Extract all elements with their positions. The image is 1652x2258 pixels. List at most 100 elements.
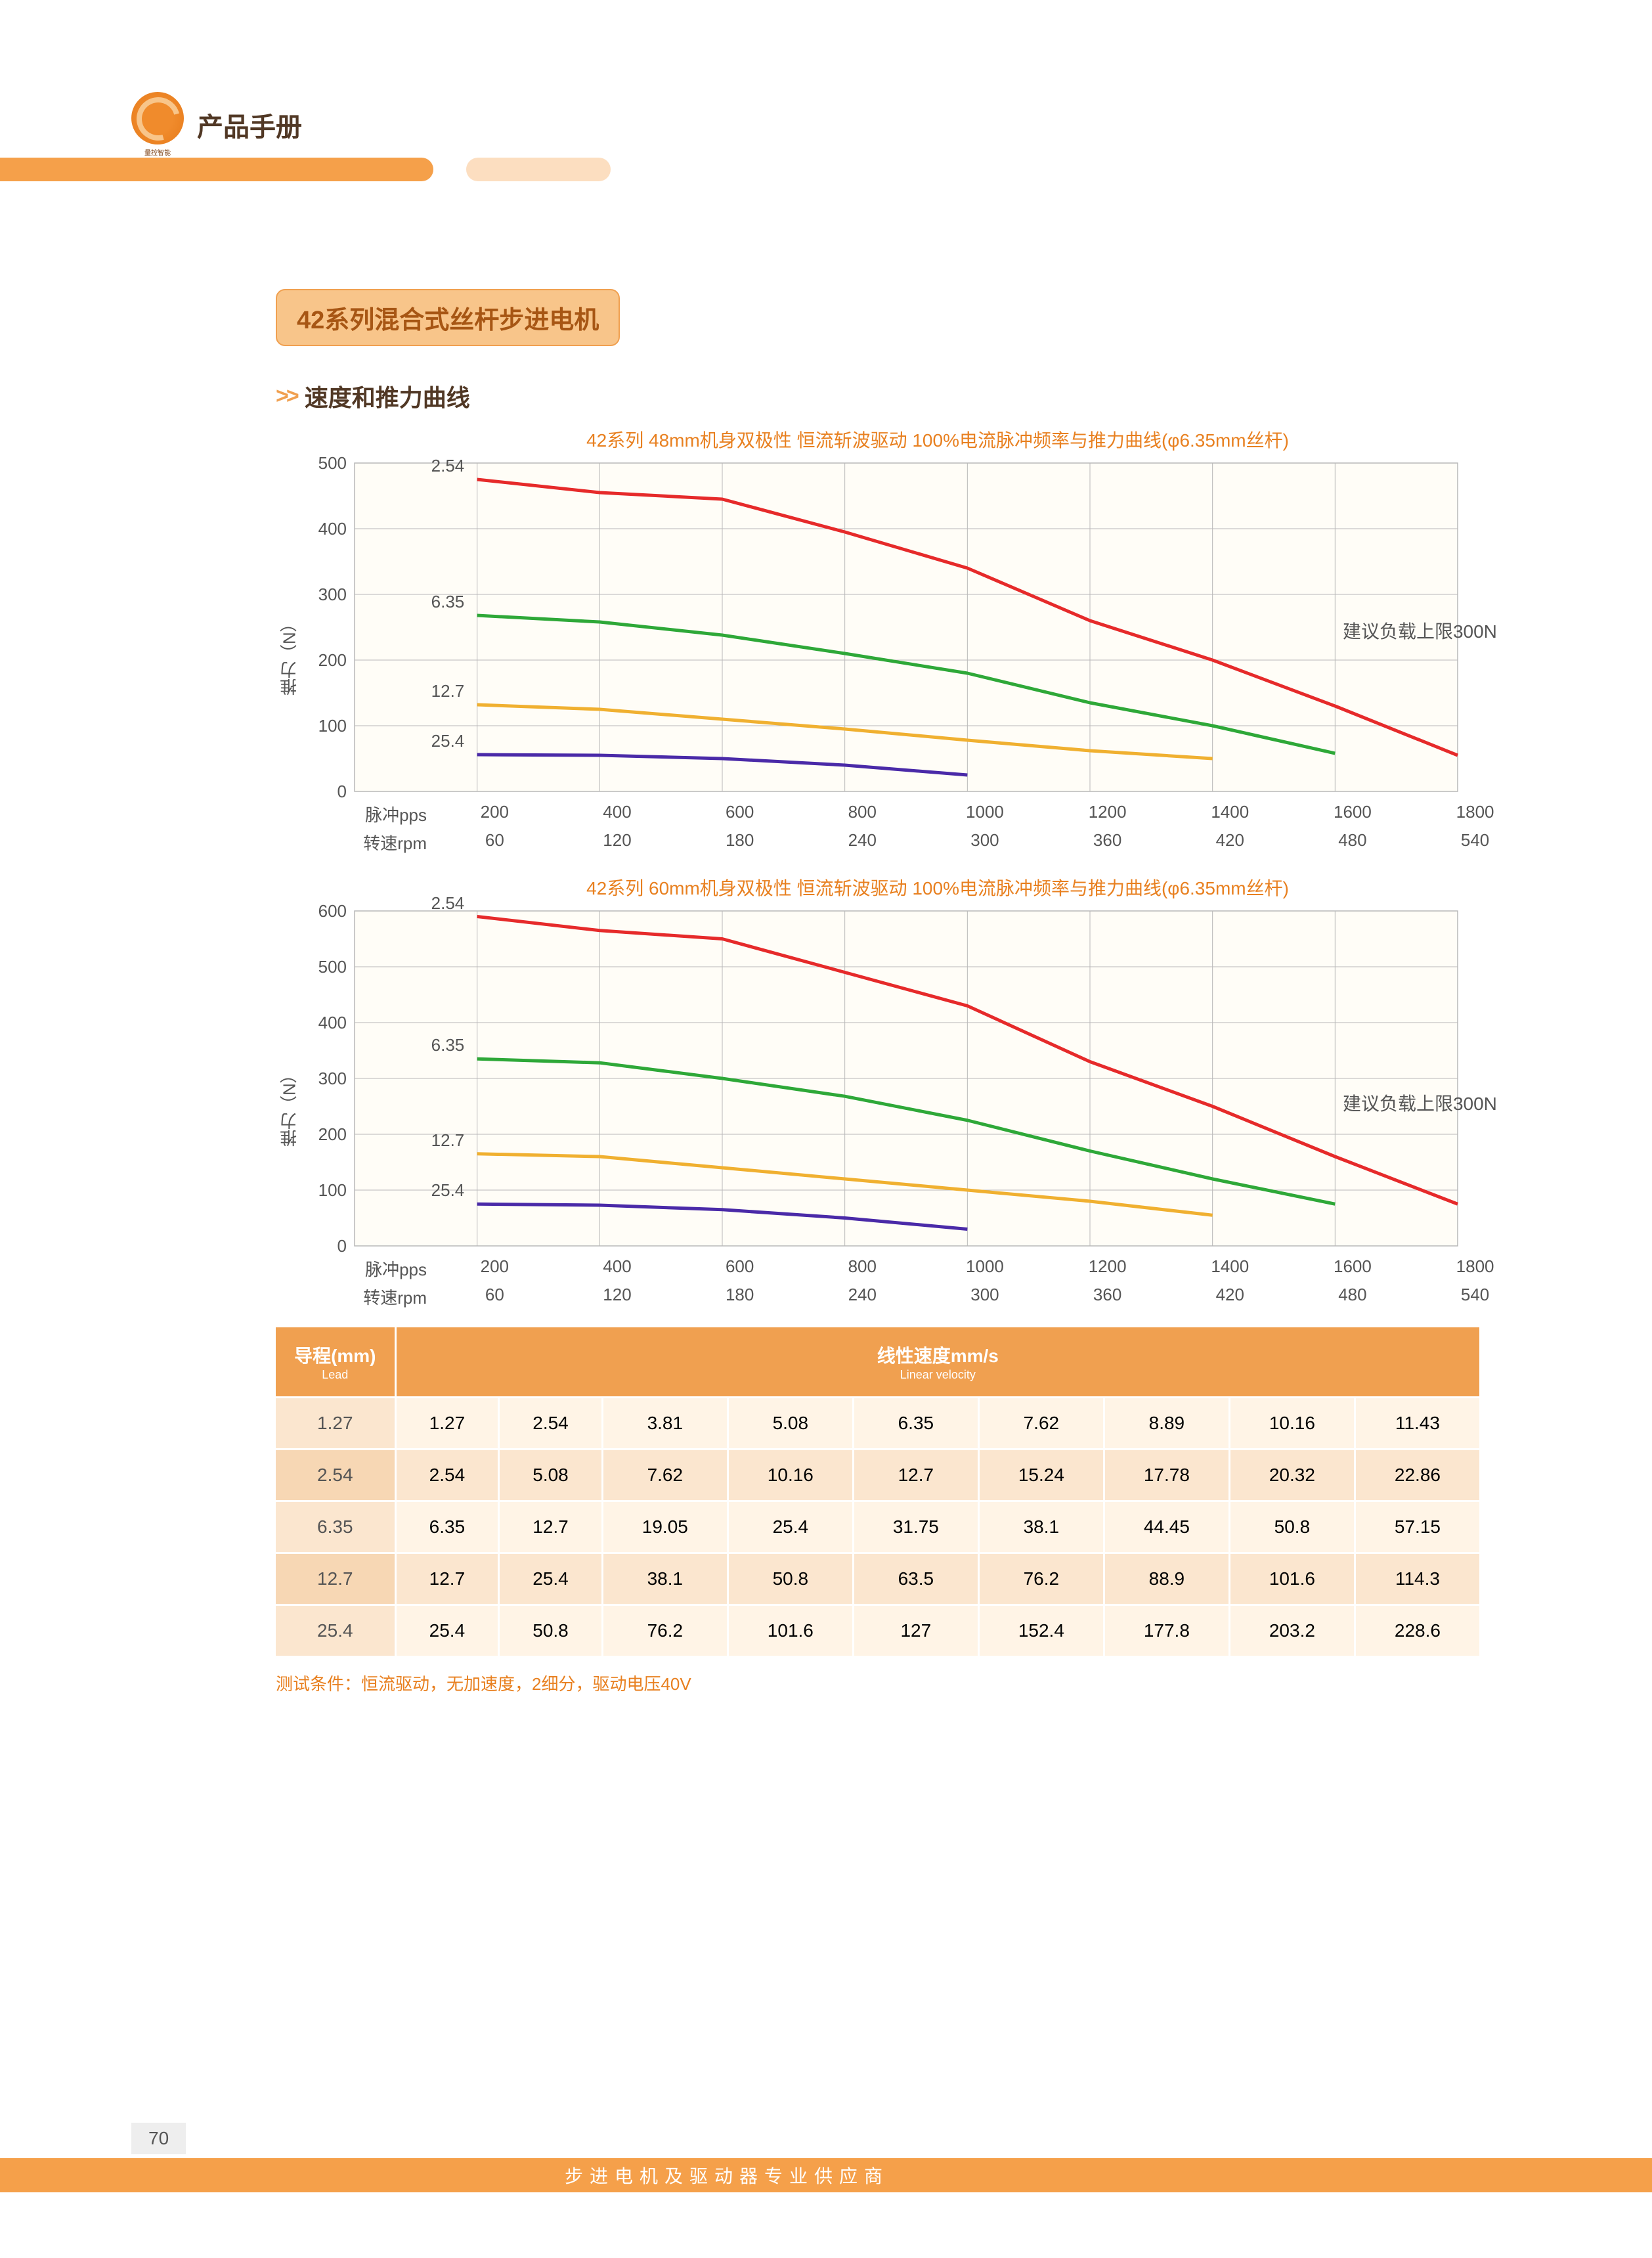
velocity-cell: 38.1 xyxy=(603,1554,729,1606)
velocity-cell: 17.78 xyxy=(1105,1450,1230,1502)
x-label-rpm: 转速rpm xyxy=(336,1285,433,1309)
velocity-cell: 19.05 xyxy=(603,1502,729,1554)
chart2-wrap: 推力（N） 0100200300400500600 建议负载上限300N 2.5… xyxy=(276,904,1481,1309)
velocity-header: 线性速度mm/s Linear velocity xyxy=(397,1327,1481,1398)
x-tick: 800 xyxy=(801,802,924,826)
x-tick: 420 xyxy=(1169,1285,1292,1309)
x-tick: 1200 xyxy=(1046,1256,1169,1281)
header-bar-primary xyxy=(0,158,433,181)
velocity-cell: 6.35 xyxy=(854,1398,980,1450)
x-tick: 1800 xyxy=(1414,802,1536,826)
table-row: 6.356.3512.719.0525.431.7538.144.4550.85… xyxy=(276,1502,1481,1554)
velocity-cell: 50.8 xyxy=(1230,1502,1356,1554)
velocity-cell: 5.08 xyxy=(500,1450,603,1502)
lead-header-sub: Lead xyxy=(281,1368,389,1382)
logo-icon xyxy=(131,92,184,144)
table-row: 25.425.450.876.2101.6127152.4177.8203.22… xyxy=(276,1606,1481,1658)
velocity-cell: 2.54 xyxy=(500,1398,603,1450)
chart2-xrow-rpm: 转速rpm60120180240300360420480540 xyxy=(336,1285,1536,1309)
svg-text:300: 300 xyxy=(318,585,347,604)
x-tick: 180 xyxy=(678,1285,801,1309)
velocity-cell: 63.5 xyxy=(854,1554,980,1606)
x-tick: 1600 xyxy=(1292,1256,1414,1281)
chart2-x-axis2: 转速rpm60120180240300360420480540 xyxy=(302,1281,1536,1309)
velocity-cell: 50.8 xyxy=(500,1606,603,1658)
x-tick: 300 xyxy=(924,830,1047,854)
lead-cell: 2.54 xyxy=(276,1450,397,1502)
velocity-cell: 7.62 xyxy=(603,1450,729,1502)
velocity-cell: 114.3 xyxy=(1356,1554,1481,1606)
x-tick: 200 xyxy=(433,802,556,826)
velocity-cell: 127 xyxy=(854,1606,980,1658)
x-label-rpm: 转速rpm xyxy=(336,830,433,854)
content-area: 42系列混合式丝杆步进电机 >> 速度和推力曲线 42系列 48mm机身双极性 … xyxy=(0,184,1652,1695)
chart1-x-axis: 脉冲pps20040060080010001200140016001800 xyxy=(302,798,1536,826)
lead-cell: 1.27 xyxy=(276,1398,397,1450)
chart1-area: 0100200300400500 建议负载上限300N 2.546.3512.7… xyxy=(302,456,1536,854)
velocity-cell: 7.62 xyxy=(980,1398,1105,1450)
velocity-cell: 88.9 xyxy=(1105,1554,1230,1606)
chevron-icon: >> xyxy=(276,384,297,409)
chart2-area: 0100200300400500600 建议负载上限300N 2.546.351… xyxy=(302,904,1536,1309)
x-tick: 400 xyxy=(556,802,679,826)
logo: 量控智能 xyxy=(131,92,184,157)
svg-text:400: 400 xyxy=(318,519,347,539)
velocity-cell: 203.2 xyxy=(1230,1606,1356,1658)
lead-cell: 25.4 xyxy=(276,1606,397,1658)
velocity-header-text: 线性速度mm/s xyxy=(877,1346,999,1366)
velocity-cell: 101.6 xyxy=(729,1606,854,1658)
x-label-pps: 脉冲pps xyxy=(336,802,433,826)
chart2-svg: 0100200300400500600 xyxy=(302,904,1471,1252)
x-tick: 1800 xyxy=(1414,1256,1536,1281)
section-tag-title: 42系列混合式丝杆步进电机 xyxy=(276,289,620,346)
chart1-svg-holder: 0100200300400500 建议负载上限300N 2.546.3512.7… xyxy=(302,456,1536,798)
velocity-table-wrap: 导程(mm) Lead 线性速度mm/s Linear velocity 1.2… xyxy=(276,1327,1481,1658)
logo-block: 量控智能 产品手册 xyxy=(131,92,302,157)
logo-subtext: 量控智能 xyxy=(131,147,184,157)
velocity-cell: 25.4 xyxy=(397,1606,500,1658)
chart1-xrow-rpm: 转速rpm60120180240300360420480540 xyxy=(336,830,1536,854)
x-tick: 480 xyxy=(1292,830,1414,854)
x-label-pps: 脉冲pps xyxy=(336,1256,433,1281)
velocity-cell: 22.86 xyxy=(1356,1450,1481,1502)
x-tick: 800 xyxy=(801,1256,924,1281)
svg-text:300: 300 xyxy=(318,1069,347,1088)
svg-text:200: 200 xyxy=(318,1124,347,1144)
velocity-cell: 1.27 xyxy=(397,1398,500,1450)
table-row: 1.271.272.543.815.086.357.628.8910.1611.… xyxy=(276,1398,1481,1450)
chart2-load-note: 建议负载上限300N xyxy=(1343,1090,1497,1116)
x-tick: 240 xyxy=(801,830,924,854)
x-tick: 400 xyxy=(556,1256,679,1281)
velocity-cell: 11.43 xyxy=(1356,1398,1481,1450)
x-tick: 60 xyxy=(433,830,556,854)
svg-text:500: 500 xyxy=(318,456,347,473)
x-tick: 540 xyxy=(1414,830,1536,854)
velocity-cell: 177.8 xyxy=(1105,1606,1230,1658)
lead-cell: 6.35 xyxy=(276,1502,397,1554)
page-number: 70 xyxy=(131,2123,186,2154)
velocity-cell: 12.7 xyxy=(854,1450,980,1502)
chart2-subtitle: 42系列 60mm机身双极性 恒流斩波驱动 100%电流脉冲频率与推力曲线(φ6… xyxy=(394,874,1481,900)
x-tick: 1400 xyxy=(1169,802,1292,826)
lead-header-text: 导程(mm) xyxy=(294,1346,376,1366)
velocity-cell: 5.08 xyxy=(729,1398,854,1450)
x-tick: 420 xyxy=(1169,830,1292,854)
velocity-cell: 76.2 xyxy=(603,1606,729,1658)
subsection-title: 速度和推力曲线 xyxy=(305,379,470,413)
velocity-cell: 101.6 xyxy=(1230,1554,1356,1606)
chart1-svg: 0100200300400500 xyxy=(302,456,1471,798)
velocity-cell: 10.16 xyxy=(729,1450,854,1502)
header-title: 产品手册 xyxy=(197,106,302,144)
table-row: 2.542.545.087.6210.1612.715.2417.7820.32… xyxy=(276,1450,1481,1502)
x-tick: 480 xyxy=(1292,1285,1414,1309)
table-head: 导程(mm) Lead 线性速度mm/s Linear velocity xyxy=(276,1327,1481,1398)
x-tick: 1000 xyxy=(924,802,1047,826)
chart1-load-note: 建议负载上限300N xyxy=(1343,617,1497,644)
velocity-cell: 76.2 xyxy=(980,1554,1105,1606)
chart2-xrow-pps: 脉冲pps20040060080010001200140016001800 xyxy=(336,1256,1536,1281)
table-body: 1.271.272.543.815.086.357.628.8910.1611.… xyxy=(276,1398,1481,1658)
velocity-cell: 228.6 xyxy=(1356,1606,1481,1658)
table-header-row: 导程(mm) Lead 线性速度mm/s Linear velocity xyxy=(276,1327,1481,1398)
x-tick: 1000 xyxy=(924,1256,1047,1281)
chart1-subtitle: 42系列 48mm机身双极性 恒流斩波驱动 100%电流脉冲频率与推力曲线(φ6… xyxy=(394,426,1481,453)
